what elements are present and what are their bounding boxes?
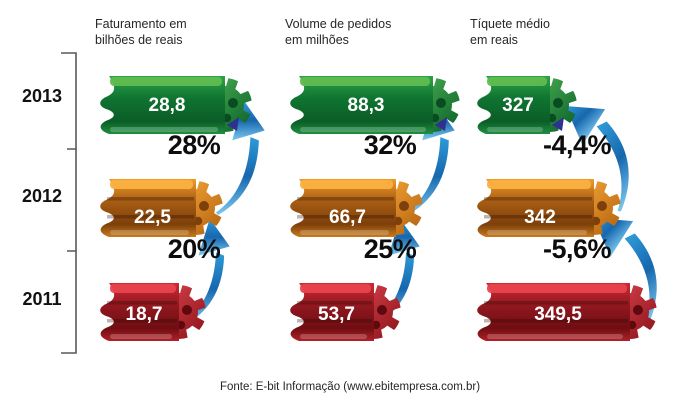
source-text: Fonte: E-bit Informação (www.ebitempresa…	[219, 381, 481, 393]
gear-graphic: 22,5	[100, 179, 223, 237]
curved-arrow-graphic	[593, 218, 657, 324]
curved-arrow-graphic	[372, 218, 420, 325]
column-header-faturamento: Faturamento em bilhões de reais	[95, 16, 187, 49]
header-line: em milhões	[285, 33, 349, 48]
gear-graphic: 18,7	[100, 283, 206, 341]
gear-graphic: 342	[477, 179, 621, 237]
gear-graphic: 327	[477, 76, 577, 134]
gear-bar-2012-tiquete: 342	[470, 176, 624, 245]
growth-label-volume-2013: 32%	[363, 130, 417, 160]
gear-bar-2013-tiquete: 327	[470, 73, 580, 142]
gear-bar-2012-faturamento: 22,5	[93, 176, 226, 245]
gear-value-label: 22,5	[134, 207, 171, 228]
gear-graphic: 28,8	[100, 76, 252, 134]
curved-arrow-graphic	[215, 100, 265, 215]
growth-label-faturamento-2013: 28%	[167, 130, 221, 160]
growth-label-volume-2012: 25%	[363, 234, 417, 264]
gear-bar-2013-volume: 88,3	[283, 73, 463, 142]
growth-arrow-icon	[214, 99, 266, 215]
gear-bar-2011-faturamento: 18,7	[93, 280, 209, 349]
year-label-2011: 2011	[22, 289, 62, 309]
curved-arrow-graphic	[182, 218, 230, 325]
header-line: bilhões de reais	[95, 33, 183, 48]
header-line: Tíquete médio	[470, 17, 550, 31]
gear-value-label: 18,7	[126, 304, 163, 325]
gear-graphic: 53,7	[290, 283, 401, 341]
growth-label-tiquete-2013: -4,4%	[542, 130, 612, 160]
curved-arrow-graphic	[565, 106, 629, 212]
column-header-tiquete-medio: Tíquete médio em reais	[470, 16, 550, 49]
gear-graphic: 66,7	[290, 179, 423, 237]
gear-value-label: 327	[502, 95, 534, 116]
gear-graphic: 349,5	[477, 283, 657, 341]
gear-bar-2011-volume: 53,7	[283, 280, 404, 349]
gear-value-label: 28,8	[149, 95, 186, 116]
column-header-volume-pedidos: Volume de pedidos em milhões	[285, 16, 391, 49]
year-label-2012: 2012	[21, 186, 63, 206]
gear-value-label: 349,5	[534, 304, 582, 325]
growth-label-faturamento-2012: 20%	[167, 234, 221, 264]
growth-arrow-icon	[371, 217, 421, 325]
gear-value-label: 53,7	[318, 304, 355, 325]
gear-graphic: 88,3	[290, 76, 460, 134]
gear-bar-2011-tiquete: 349,5	[470, 280, 660, 349]
gear-value-label: 66,7	[329, 207, 366, 228]
gear-bar-2012-volume: 66,7	[283, 176, 426, 245]
header-line: em reais	[470, 33, 518, 48]
header-line: Faturamento em	[95, 17, 187, 31]
header-line: Volume de pedidos	[285, 17, 392, 31]
year-label-2013: 2013	[21, 86, 63, 106]
gear-value-label: 342	[524, 207, 556, 228]
growth-label-tiquete-2012: -5,6%	[542, 234, 612, 264]
growth-arrow-icon	[181, 217, 231, 325]
gear-value-label: 88,3	[348, 95, 385, 116]
growth-arrow-icon	[537, 85, 665, 214]
growth-arrow-icon	[565, 197, 693, 326]
years-axis-bracket	[61, 52, 77, 354]
gear-bar-2013-faturamento: 28,8	[93, 73, 255, 142]
